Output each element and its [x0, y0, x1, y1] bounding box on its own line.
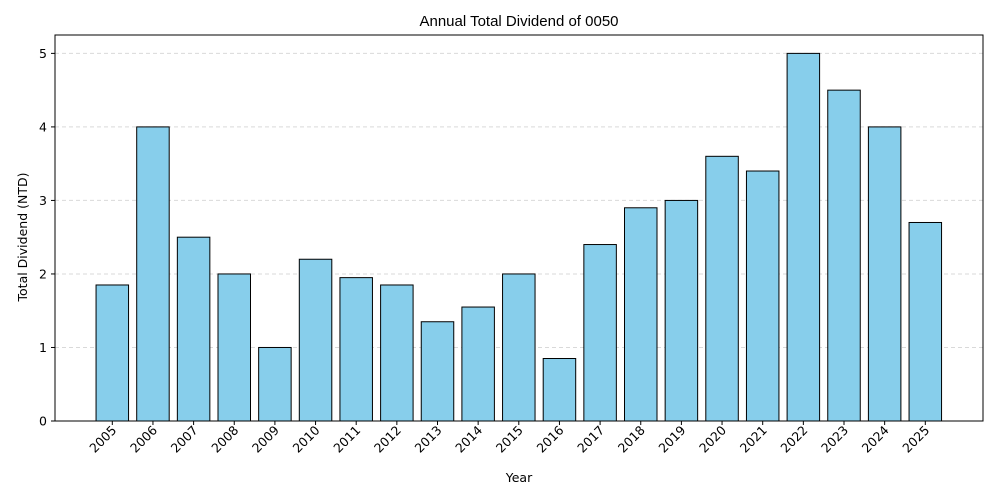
y-axis: 0 1 2 3 4 5	[39, 46, 55, 429]
x-tick-label: 2006	[127, 422, 160, 455]
y-tick-label: 3	[39, 193, 47, 208]
y-tick-label: 5	[39, 46, 47, 61]
bar-2010	[298, 258, 333, 422]
y-tick-label: 2	[39, 266, 47, 281]
x-tick-label: 2010	[290, 422, 323, 455]
bar-2022	[786, 52, 821, 422]
bar-2015	[502, 273, 536, 422]
bar-2009	[258, 346, 292, 422]
bar-2021	[745, 170, 780, 422]
bars	[95, 52, 943, 422]
x-tick-label: 2021	[737, 423, 770, 456]
x-tick-label: 2009	[249, 422, 282, 455]
x-tick-label: 2015	[493, 423, 526, 456]
bar-2025	[908, 221, 943, 422]
x-tick-label: 2023	[818, 423, 851, 456]
x-tick-label: 2022	[777, 423, 810, 456]
x-tick-label: 2013	[412, 423, 445, 456]
bar-2020	[705, 155, 739, 422]
chart-title: Annual Total Dividend of 0050	[419, 13, 618, 30]
bar-2005	[95, 284, 130, 422]
y-axis-label: Total Dividend (NTD)	[15, 173, 30, 303]
x-tick-label: 2005	[86, 423, 119, 456]
bar-2006	[136, 126, 170, 422]
bar-2014	[461, 306, 495, 422]
x-tick-label: 2024	[859, 422, 892, 455]
x-tick-label: 2017	[574, 423, 607, 456]
x-tick-label: 2025	[899, 423, 932, 456]
bar-2007	[176, 236, 211, 422]
x-tick-label: 2011	[330, 423, 363, 456]
bar-2012	[380, 284, 414, 422]
x-tick-label: 2018	[615, 422, 648, 455]
bar-2023	[827, 89, 861, 422]
x-tick-label: 2014	[452, 422, 485, 455]
bar-2024	[867, 126, 902, 422]
x-tick-label: 2016	[533, 422, 566, 455]
y-tick-label: 4	[39, 119, 47, 134]
bar-2016	[542, 358, 577, 422]
x-tick-label: 2012	[371, 423, 404, 456]
x-tick-label: 2008	[208, 422, 241, 455]
bar-2011	[339, 277, 373, 422]
y-tick-label: 0	[39, 414, 47, 429]
x-axis: 2005 2006 2007 2008 2009 2010 2011 2012 2013 2014…	[86, 421, 932, 456]
x-tick-label: 2007	[168, 423, 201, 456]
x-tick-label: 2019	[655, 422, 688, 455]
x-axis-label: Year	[505, 470, 533, 485]
bar-2008	[217, 273, 251, 422]
bar-2017	[583, 244, 617, 422]
y-tick-label: 1	[39, 340, 47, 355]
x-tick-label: 2020	[696, 422, 729, 455]
bar-2013	[420, 321, 455, 422]
bar-2018	[624, 207, 658, 422]
bar-2019	[664, 199, 699, 422]
